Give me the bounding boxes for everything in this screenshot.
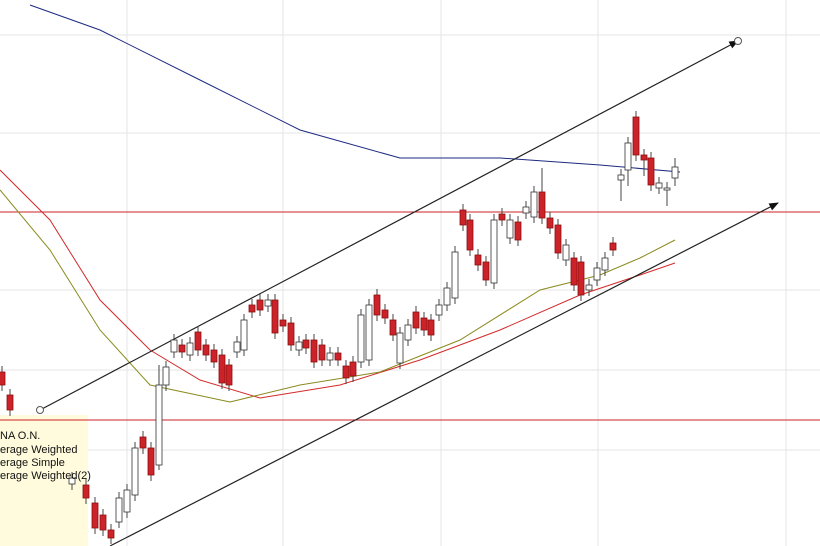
trend-handle <box>734 37 742 45</box>
candle-body <box>349 361 357 377</box>
candle-body <box>186 342 194 356</box>
plot <box>0 4 820 546</box>
candle-body <box>443 287 451 306</box>
candle-body <box>6 394 14 411</box>
candle-body <box>404 324 412 341</box>
legend-entry: erage Weighted <box>0 444 77 456</box>
candle-body <box>82 484 90 499</box>
legend: NA O.N. erage Weighted erage Simple erag… <box>0 430 91 482</box>
candle-body <box>218 354 226 384</box>
candle-body <box>194 331 202 351</box>
candle-body <box>115 497 123 523</box>
candle-body <box>334 352 342 361</box>
candle-body <box>365 304 373 361</box>
candle-body <box>155 384 163 466</box>
candle-body <box>225 364 233 386</box>
candle-body <box>466 219 474 251</box>
candle-body <box>248 304 256 313</box>
candle-body <box>99 514 107 531</box>
candle-body <box>389 319 397 336</box>
candle-body <box>162 366 170 386</box>
candle-body <box>381 309 389 319</box>
candle-body <box>482 261 490 281</box>
candle-body <box>498 213 506 221</box>
candle-body <box>178 344 186 353</box>
candle-body <box>202 344 210 356</box>
candle-body <box>310 339 318 363</box>
candle-body <box>279 319 287 327</box>
candle-body <box>538 191 546 219</box>
candle-body <box>459 209 467 226</box>
candle-body <box>420 317 428 331</box>
candle-body <box>373 294 381 316</box>
candle-body <box>474 254 482 266</box>
candle-body <box>271 299 279 334</box>
candle-body <box>131 447 139 496</box>
legend-instrument: NA O.N. <box>0 430 40 442</box>
candle-body <box>617 174 625 181</box>
candle-body <box>123 489 131 513</box>
legend-entry: erage Simple <box>0 457 65 469</box>
candle-body <box>295 341 303 351</box>
candle-body <box>68 477 76 485</box>
candle-body <box>562 244 570 261</box>
candle-body <box>318 344 326 361</box>
candle-body <box>663 187 671 191</box>
candle-body <box>302 339 310 349</box>
candle-body <box>522 206 530 214</box>
legend-entry: erage Weighted(2) <box>0 470 91 482</box>
candle-body <box>624 142 632 171</box>
candle-body <box>147 447 155 476</box>
candle-body <box>210 349 218 363</box>
candle-body <box>287 322 295 346</box>
candle-body <box>170 339 178 353</box>
candle-body <box>671 166 679 179</box>
candle-body <box>435 304 443 316</box>
trend-line <box>109 202 779 546</box>
candle-body <box>530 191 538 218</box>
candle-body <box>240 319 248 351</box>
candle-body <box>593 267 601 281</box>
candle-body <box>412 311 420 329</box>
candle-body <box>655 182 663 189</box>
candle-body <box>264 299 272 307</box>
candle-body <box>609 242 617 251</box>
candle-body <box>546 217 554 229</box>
moving-average <box>0 189 676 403</box>
candle-body <box>357 314 365 363</box>
candle-body <box>554 224 562 254</box>
candle-body <box>91 502 99 529</box>
candle-body <box>506 219 514 239</box>
candle-body <box>256 299 264 311</box>
candle-body <box>233 341 241 353</box>
candle-body <box>342 365 350 379</box>
candle-body <box>107 529 115 539</box>
trend-line <box>39 40 739 411</box>
candle-body <box>570 257 578 286</box>
trend-handle <box>36 406 44 414</box>
candle-body <box>396 332 404 364</box>
candle-body <box>647 157 655 186</box>
candle-body <box>427 319 435 336</box>
candle-body <box>577 261 585 296</box>
candle-body <box>490 219 498 284</box>
candle-body <box>139 436 147 449</box>
moving-average <box>0 169 676 399</box>
candle-body <box>514 221 522 241</box>
candle-body <box>326 352 334 361</box>
candle-body <box>0 371 6 386</box>
candle-body <box>640 154 648 161</box>
candle-body <box>451 251 459 299</box>
candle-body <box>585 284 593 291</box>
moving-average <box>29 4 681 173</box>
candle-body <box>601 257 609 271</box>
candle-body <box>632 116 640 156</box>
